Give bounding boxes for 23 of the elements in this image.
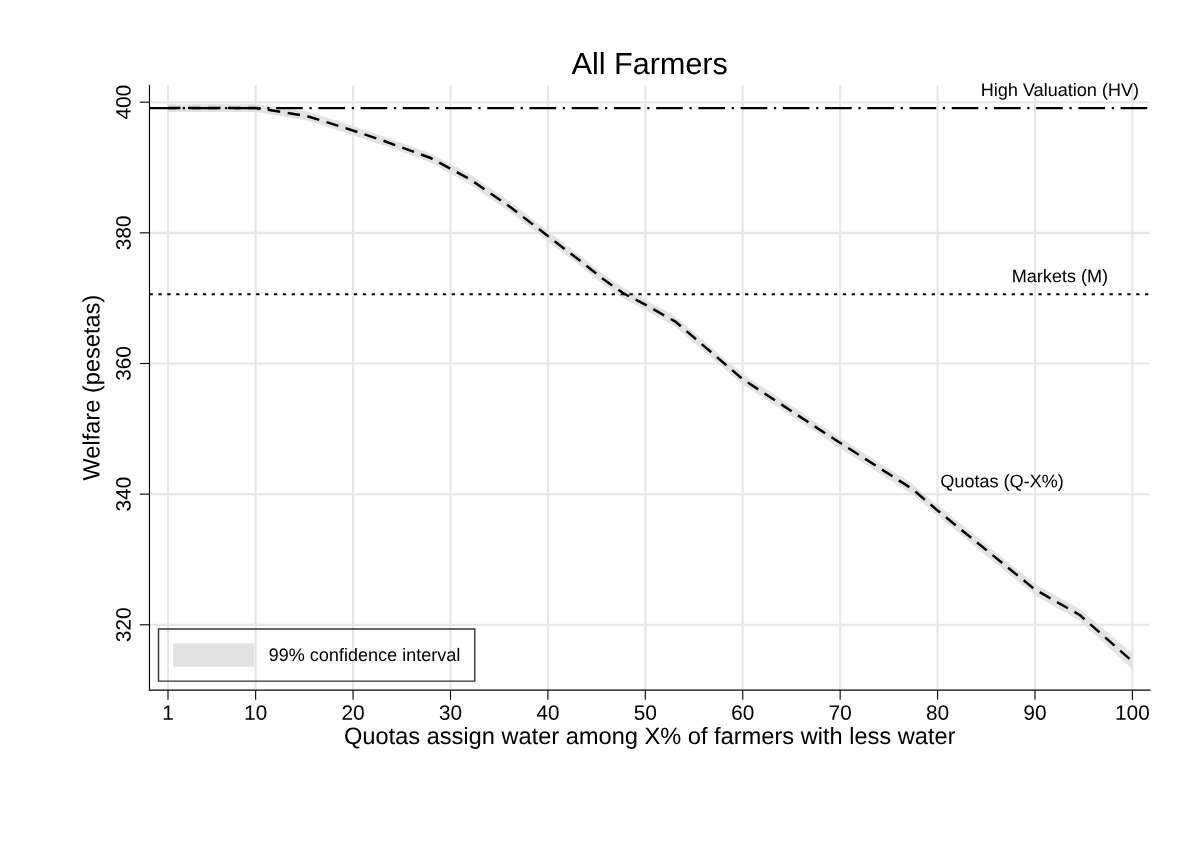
y-tick-label: 380 xyxy=(116,216,131,250)
x-tick-label: 60 xyxy=(732,705,754,721)
ref-line-label: Markets (M) xyxy=(1013,269,1107,286)
annotation: 99% confidence interval xyxy=(269,647,460,662)
x-tick-label: 30 xyxy=(439,705,462,721)
chart-title: All Farmers xyxy=(571,51,727,75)
x-tick-label: 10 xyxy=(245,705,267,721)
x-tick-label: 1 xyxy=(163,705,173,720)
x-tick-label: 90 xyxy=(1024,705,1046,721)
x-axis-title: Quotas assign water among X% of farmers with less water xyxy=(345,726,956,749)
y-tick-label: 320 xyxy=(116,608,131,642)
y-tick-label: 340 xyxy=(116,477,131,511)
y-tick-label: 400 xyxy=(116,85,131,120)
x-tick-label: 70 xyxy=(829,705,851,721)
x-tick-label: 100 xyxy=(1116,705,1149,721)
annotation: Quotas (Q-X%) xyxy=(941,474,1063,492)
y-tick-label: 360 xyxy=(116,346,131,381)
x-tick-label: 20 xyxy=(342,705,364,721)
x-tick-label: 50 xyxy=(634,705,657,721)
x-tick-label: 40 xyxy=(536,705,559,721)
x-tick-label: 80 xyxy=(926,705,949,721)
ref-line-label: High Valuation (HV) xyxy=(982,82,1138,100)
y-axis-title: Welfare (pesetas) xyxy=(82,296,105,481)
